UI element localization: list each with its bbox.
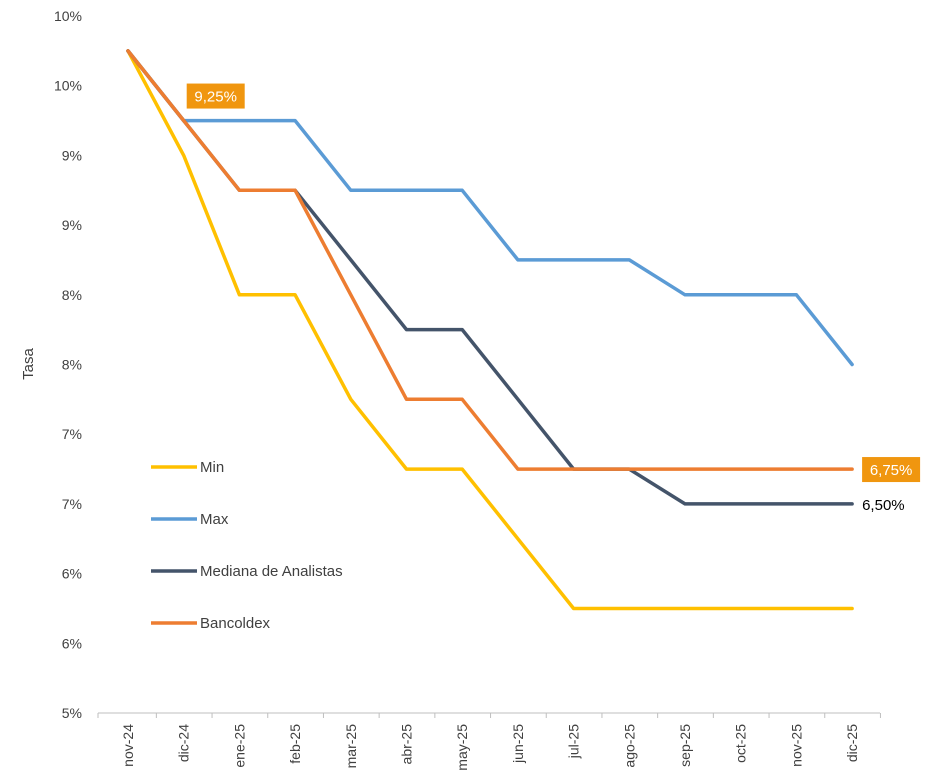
y-tick-label-1: 6% bbox=[62, 635, 82, 651]
y-tick-label-6: 8% bbox=[62, 287, 82, 303]
series-line-min bbox=[126, 49, 854, 611]
x-axis bbox=[97, 712, 881, 718]
series-line-bancoldex bbox=[126, 49, 854, 471]
y-tick-label-9: 10% bbox=[54, 78, 82, 94]
data-label-2: 6,50% bbox=[862, 497, 905, 514]
x-tick-label-dic-25: dic-25 bbox=[844, 724, 860, 762]
x-tick-label-ene-25: ene-25 bbox=[231, 724, 247, 768]
legend: Min Max Mediana de Analistas Bancoldex bbox=[151, 459, 343, 632]
x-tick-label-sep-25: sep-25 bbox=[677, 724, 693, 767]
series-lines bbox=[126, 49, 854, 611]
x-tick-label-jul-25: jul-25 bbox=[566, 724, 582, 759]
data-label-0: 9,25% bbox=[194, 89, 237, 106]
legend-label-max: Max bbox=[200, 511, 229, 528]
y-tick-label-7: 9% bbox=[62, 217, 82, 233]
x-tick-label-jun-25: jun-25 bbox=[510, 724, 526, 764]
x-tick-label-nov-24: nov-24 bbox=[120, 724, 136, 767]
legend-label-mediana-de-analistas: Mediana de Analistas bbox=[200, 563, 343, 580]
y-axis-ticks: 5% 6% 6% 7% 7% 8% 8% 9% 9% 10% 10% bbox=[54, 8, 82, 721]
data-label-box-1 bbox=[862, 457, 921, 483]
y-tick-label-3: 7% bbox=[62, 496, 82, 512]
data-labels: 9,25% 6,75% 6,50% bbox=[186, 83, 921, 514]
x-tick-label-ago-25: ago-25 bbox=[621, 724, 637, 768]
x-tick-label-abr-25: abr-25 bbox=[399, 724, 415, 765]
legend-label-min: Min bbox=[200, 459, 224, 476]
y-axis-title: Tasa bbox=[20, 348, 37, 380]
x-tick-label-nov-25: nov-25 bbox=[788, 724, 804, 767]
y-tick-label-8: 9% bbox=[62, 147, 82, 163]
x-tick-label-feb-25: feb-25 bbox=[287, 724, 303, 764]
x-tick-label-oct-25: oct-25 bbox=[733, 724, 749, 763]
legend-label-bancoldex: Bancoldex bbox=[200, 615, 271, 632]
x-axis-ticks: nov-24 dic-24 ene-25 feb-25 mar-25 abr-25 may-… bbox=[120, 724, 860, 771]
y-tick-label-5: 8% bbox=[62, 357, 82, 373]
data-label-1: 6,75% bbox=[870, 462, 913, 479]
y-tick-label-10: 10% bbox=[54, 8, 82, 24]
y-tick-label-2: 6% bbox=[62, 566, 82, 582]
y-tick-label-4: 7% bbox=[62, 426, 82, 442]
x-tick-label-mar-25: mar-25 bbox=[343, 724, 359, 769]
y-tick-label-0: 5% bbox=[62, 705, 82, 721]
x-tick-label-may-25: may-25 bbox=[454, 724, 470, 771]
series-line-max bbox=[126, 49, 854, 367]
data-label-box-0 bbox=[186, 83, 245, 109]
x-tick-label-dic-24: dic-24 bbox=[176, 724, 192, 762]
